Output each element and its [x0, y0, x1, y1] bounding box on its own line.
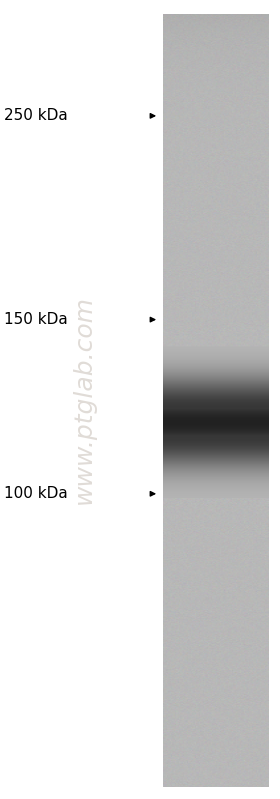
Text: 150 kDa: 150 kDa — [4, 312, 68, 327]
Text: 100 kDa: 100 kDa — [4, 487, 68, 501]
Text: www.ptglab.com: www.ptglab.com — [72, 295, 96, 504]
Text: 250 kDa: 250 kDa — [4, 109, 68, 123]
